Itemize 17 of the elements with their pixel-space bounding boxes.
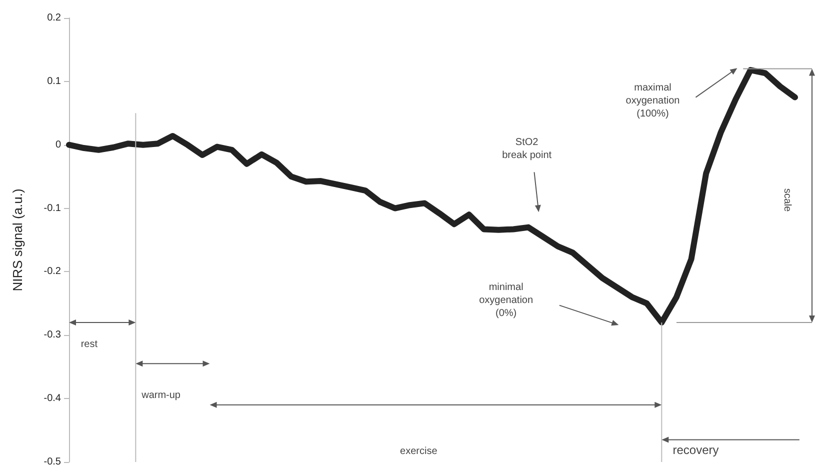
annotation: warm-up [140,390,181,401]
annotation: scale [782,188,793,212]
y-tick-label: 0.2 [47,12,62,24]
y-tick-label: 0.1 [47,76,62,87]
y-tick-label: -0.2 [44,266,62,278]
y-tick-label: -0.1 [44,202,62,214]
y-tick-label: -0.3 [44,330,62,341]
y-axis-title: NIRS signal (a.u.) [10,188,25,292]
annotation: rest [80,339,98,350]
annotation: exercise [400,446,438,457]
annotation: StO2 break point [502,136,552,161]
annotation: minimal oxygenation (0%) [479,282,534,320]
y-tick-label: 0 [55,139,62,150]
y-tick-label: -0.5 [44,456,62,468]
annotation: maximal oxygenation (100%) [626,82,680,120]
y-tick-label: -0.4 [44,393,62,404]
annotation: recovery [672,442,719,457]
